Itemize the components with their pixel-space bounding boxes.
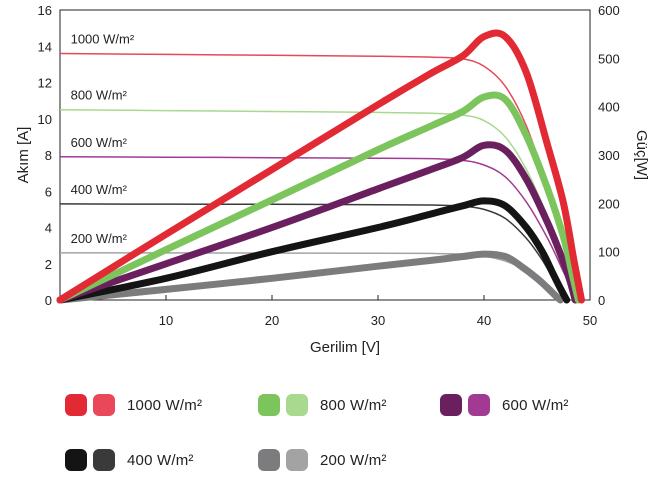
y-left-tick-label: 14 <box>38 39 52 54</box>
x-tick-label: 30 <box>371 313 385 328</box>
curve-label: 800 W/m² <box>71 88 128 103</box>
x-tick-label: 10 <box>159 313 173 328</box>
y-left-tick-label: 16 <box>38 3 52 18</box>
axes: 10 20 30 40 50024681012141601002003004005006… <box>38 3 620 328</box>
y-right-tick-label: 200 <box>598 196 620 211</box>
y-left-tick-label: 4 <box>45 221 52 236</box>
y-left-tick-label: 12 <box>38 76 52 91</box>
y-right-tick-label: 100 <box>598 245 620 260</box>
power-curve <box>56 250 564 304</box>
y-right-tick-label: 600 <box>598 3 620 18</box>
curve-labels: 1000 W/m² 800 W/m² 600 W/m² 400 W/m² 200 W/m… <box>71 32 135 246</box>
curve-label: 600 W/m² <box>71 135 128 150</box>
y-left-tick-label: 0 <box>45 293 52 308</box>
power-curve <box>56 141 579 304</box>
plot-frame <box>59 9 591 301</box>
x-tick-label: 20 <box>265 313 279 328</box>
power-curve <box>56 91 582 304</box>
y-left-tick-label: 6 <box>45 184 52 199</box>
power-curve <box>56 197 571 304</box>
y-left-tick-label: 8 <box>45 148 52 163</box>
y-left-tick-label: 2 <box>45 257 52 272</box>
curve-label: 1000 W/m² <box>71 32 135 47</box>
y-axis-left-title: Akım [A] <box>15 127 32 184</box>
y-right-tick-label: 500 <box>598 51 620 66</box>
x-tick-label: 40 <box>477 313 491 328</box>
curve-label: 200 W/m² <box>71 231 128 246</box>
curve-label: 400 W/m² <box>71 182 128 197</box>
power-curve <box>56 29 585 304</box>
x-tick-label: 50 <box>583 313 597 328</box>
x-axis-title: Gerilim [V] <box>310 339 380 356</box>
current-curve <box>59 156 576 301</box>
y-right-tick-label: 300 <box>598 148 620 163</box>
y-right-tick-label: 0 <box>598 293 605 308</box>
y-axis-right-title: Güç[W] <box>633 130 650 180</box>
y-right-tick-label: 400 <box>598 100 620 115</box>
y-left-tick-label: 10 <box>38 112 52 127</box>
curves <box>56 29 585 304</box>
